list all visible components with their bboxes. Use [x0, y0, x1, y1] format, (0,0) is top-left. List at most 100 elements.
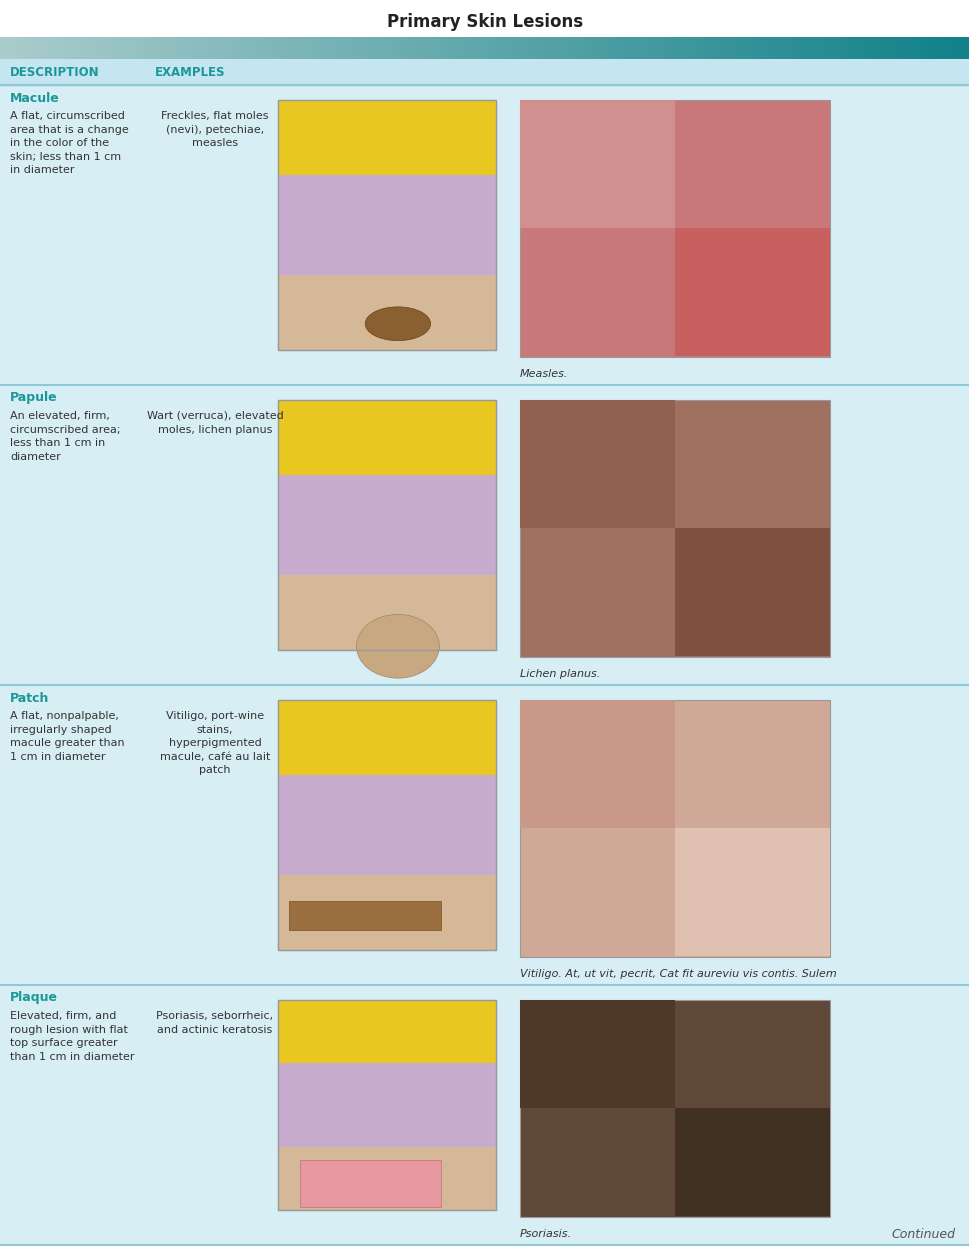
Bar: [562, 37, 565, 59]
Bar: [289, 901, 441, 930]
Bar: [698, 37, 701, 59]
Bar: [278, 100, 495, 350]
Bar: [862, 37, 865, 59]
Bar: [235, 37, 239, 59]
Bar: [274, 37, 278, 59]
Bar: [620, 37, 623, 59]
Bar: [792, 37, 795, 59]
Bar: [356, 37, 359, 59]
Bar: [339, 37, 342, 59]
Bar: [22, 37, 26, 59]
Bar: [165, 37, 168, 59]
Bar: [519, 700, 674, 829]
Text: An elevated, firm,
circumscribed area;
less than 1 cm in
diameter: An elevated, firm, circumscribed area; l…: [10, 411, 120, 462]
Text: Elevated, firm, and
rough lesion with flat
top surface greater
than 1 cm in diam: Elevated, firm, and rough lesion with fl…: [10, 1011, 135, 1062]
Bar: [772, 37, 775, 59]
Bar: [245, 37, 249, 59]
Bar: [727, 37, 730, 59]
Bar: [588, 37, 591, 59]
Bar: [540, 37, 543, 59]
Bar: [327, 37, 329, 59]
Bar: [519, 100, 674, 228]
Bar: [278, 574, 495, 650]
Bar: [491, 37, 494, 59]
Bar: [674, 1108, 829, 1216]
Bar: [336, 37, 339, 59]
Bar: [0, 385, 969, 685]
Bar: [252, 37, 255, 59]
Bar: [278, 37, 281, 59]
Text: A flat, circumscribed
area that is a change
in the color of the
skin; less than : A flat, circumscribed area that is a cha…: [10, 111, 129, 176]
Bar: [391, 37, 394, 59]
Bar: [310, 37, 313, 59]
Text: Continued: Continued: [891, 1227, 954, 1241]
Bar: [756, 37, 759, 59]
Bar: [688, 37, 691, 59]
Bar: [656, 37, 659, 59]
Bar: [313, 37, 317, 59]
Bar: [145, 37, 148, 59]
Bar: [0, 85, 969, 385]
Bar: [704, 37, 707, 59]
Bar: [824, 37, 827, 59]
Bar: [148, 37, 152, 59]
Bar: [446, 37, 449, 59]
Bar: [584, 37, 588, 59]
Bar: [385, 37, 388, 59]
Bar: [342, 37, 346, 59]
Bar: [303, 37, 307, 59]
Bar: [439, 37, 443, 59]
Bar: [543, 37, 546, 59]
Bar: [811, 37, 814, 59]
Bar: [388, 37, 391, 59]
Bar: [201, 37, 203, 59]
Bar: [210, 37, 213, 59]
Bar: [763, 37, 766, 59]
Bar: [514, 37, 516, 59]
Text: Measles.: Measles.: [519, 369, 568, 379]
Bar: [536, 37, 540, 59]
Bar: [368, 37, 371, 59]
Bar: [197, 37, 201, 59]
Bar: [46, 37, 48, 59]
Bar: [233, 37, 235, 59]
Bar: [494, 37, 497, 59]
Bar: [519, 1001, 829, 1217]
Bar: [519, 700, 829, 957]
Bar: [278, 700, 495, 949]
Bar: [123, 37, 126, 59]
Bar: [519, 100, 829, 358]
Text: Psoriasis, seborrheic,
and actinic keratosis: Psoriasis, seborrheic, and actinic kerat…: [156, 1011, 273, 1034]
Bar: [458, 37, 462, 59]
Bar: [155, 37, 158, 59]
Bar: [80, 37, 84, 59]
Bar: [714, 37, 717, 59]
Bar: [559, 37, 562, 59]
Bar: [710, 37, 714, 59]
Bar: [608, 37, 610, 59]
Bar: [397, 37, 400, 59]
Bar: [666, 37, 669, 59]
Bar: [865, 37, 869, 59]
Bar: [674, 228, 829, 356]
Bar: [429, 37, 433, 59]
Bar: [526, 37, 530, 59]
Bar: [591, 37, 594, 59]
Bar: [407, 37, 410, 59]
Bar: [55, 37, 58, 59]
Text: DESCRIPTION: DESCRIPTION: [10, 66, 100, 78]
Text: A flat, nonpalpable,
irregularly shaped
macule greater than
1 cm in diameter: A flat, nonpalpable, irregularly shaped …: [10, 711, 124, 761]
Bar: [0, 685, 969, 986]
Bar: [278, 1148, 495, 1210]
Bar: [97, 37, 100, 59]
Bar: [158, 37, 162, 59]
Bar: [278, 1001, 495, 1210]
Bar: [659, 37, 662, 59]
Bar: [152, 37, 155, 59]
Bar: [100, 37, 104, 59]
Bar: [717, 37, 720, 59]
Bar: [966, 37, 969, 59]
Bar: [249, 37, 252, 59]
Bar: [804, 37, 807, 59]
Text: Primary Skin Lesions: Primary Skin Lesions: [387, 12, 582, 31]
